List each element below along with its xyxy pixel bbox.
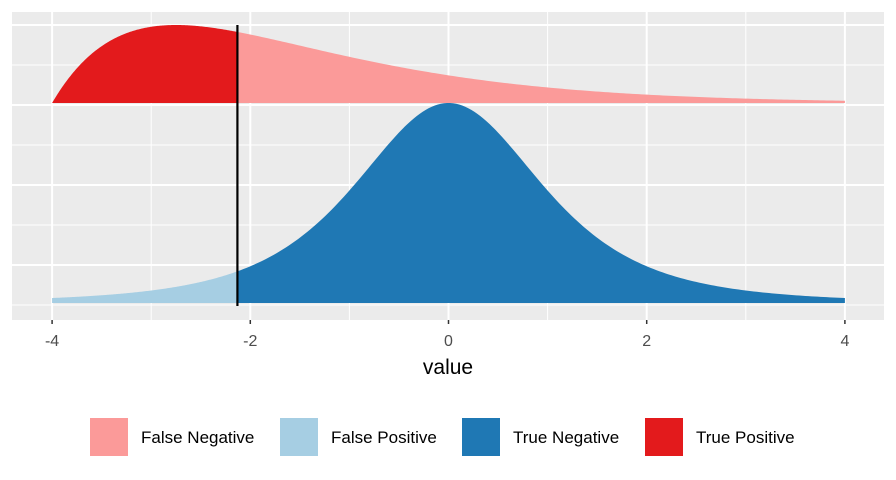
x-tick-label: -4 xyxy=(45,333,59,350)
legend-key xyxy=(645,418,683,456)
legend-label: True Negative xyxy=(513,428,619,447)
legend-label: False Negative xyxy=(141,428,254,447)
x-tick-label: 4 xyxy=(840,333,849,350)
x-tick-label: 2 xyxy=(642,333,651,350)
legend-key xyxy=(280,418,318,456)
legend-item: True Positive xyxy=(645,418,795,456)
legend-label: True Positive xyxy=(696,428,795,447)
area-true-positive xyxy=(52,25,238,103)
legend-key xyxy=(90,418,128,456)
legend-key xyxy=(462,418,500,456)
area-false-positive xyxy=(52,271,238,303)
area-false-negative xyxy=(237,31,845,103)
legend-item: False Positive xyxy=(280,418,437,456)
legend-item: True Negative xyxy=(462,418,619,456)
area-true-negative xyxy=(237,103,845,303)
legend-label: False Positive xyxy=(331,428,437,447)
x-tick-label: 0 xyxy=(444,333,453,350)
x-axis-title: value xyxy=(423,356,473,379)
x-tick-label: -2 xyxy=(243,333,257,350)
legend-item: False Negative xyxy=(90,418,254,456)
